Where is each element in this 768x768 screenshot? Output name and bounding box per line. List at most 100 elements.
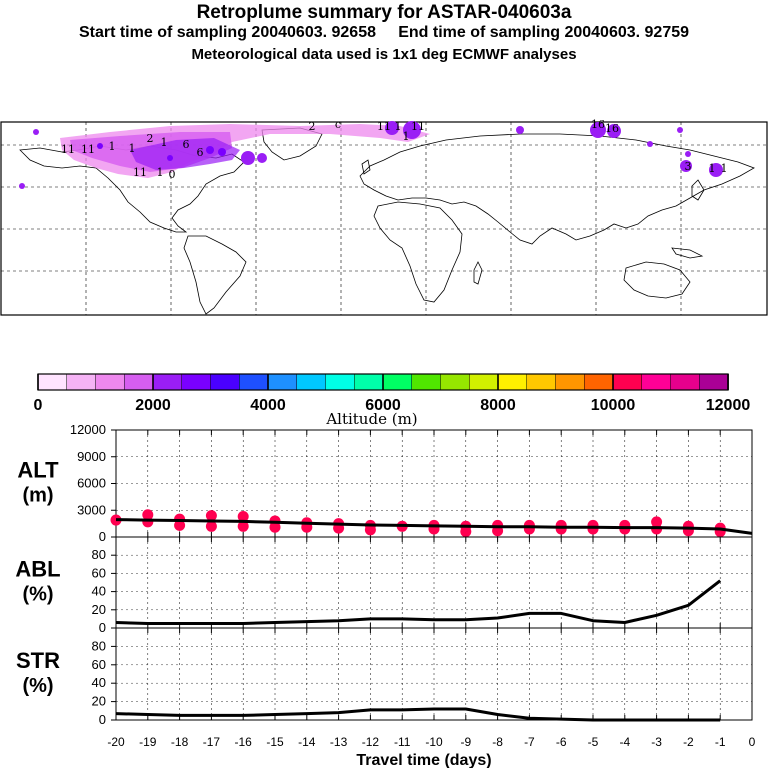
x-tick-label: -11	[394, 735, 411, 749]
plume-patches	[19, 121, 723, 189]
retroplume	[19, 121, 723, 189]
scatter-point	[205, 510, 217, 522]
y-tick-label: 40	[92, 675, 106, 690]
plume-label: 1	[403, 130, 410, 143]
europe-asia	[359, 133, 755, 245]
y-tick-label: 3000	[77, 502, 106, 517]
colorbar-tick-label: 10000	[591, 397, 636, 414]
series-line	[115, 707, 721, 722]
scatter-point	[523, 523, 535, 535]
x-tick-label: -9	[460, 735, 471, 749]
scatter-point	[555, 523, 567, 535]
x-tick-label: -18	[171, 735, 189, 749]
colorbar-cell	[152, 373, 183, 391]
y-tick-label: 20	[92, 694, 106, 709]
madagascar	[473, 261, 483, 285]
x-tick-label: -15	[266, 735, 284, 749]
colorbar-cell	[641, 373, 672, 391]
plume-label: 16	[605, 122, 619, 135]
japan	[691, 179, 705, 201]
colorbar-cell	[124, 373, 154, 391]
scatter-point	[237, 510, 249, 522]
new-guinea	[671, 247, 704, 259]
x-tick-label: -19	[139, 735, 157, 749]
panel-alt: 12000 9000 6000 3000 0 ALT(m)	[17, 422, 753, 544]
colorbar-tick-label: 12000	[706, 397, 751, 414]
y-tick-label: 0	[99, 529, 106, 544]
y-tick-label: 60	[92, 657, 106, 672]
colorbar-cell	[210, 373, 240, 391]
x-tick-label: -8	[492, 735, 503, 749]
plume-label: 3	[685, 160, 692, 173]
scatter-point	[364, 524, 376, 536]
colorbar-cell	[325, 373, 355, 391]
scatter-point	[587, 523, 599, 535]
plume-label: 1	[721, 162, 728, 175]
y-axis-unit: (%)	[22, 675, 53, 697]
series-line	[115, 579, 722, 625]
plume-label: 1	[395, 120, 402, 133]
plume-cores	[97, 143, 226, 161]
colorbar-cell	[497, 373, 528, 391]
altitude-colorbar: 0 2000 4000 6000 8000 10000 12000 Altitude (m)	[34, 373, 751, 428]
scatter-point	[174, 519, 186, 531]
colorbar-cell	[66, 373, 97, 391]
y-axis-unit: (%)	[22, 584, 53, 606]
y-tick-label: 80	[92, 547, 106, 562]
y-tick-label: 60	[92, 565, 106, 580]
plume-label: 2	[309, 120, 316, 133]
x-axis-label: Travel time (days)	[356, 752, 491, 768]
plume-label: 1	[129, 142, 136, 155]
south-america	[183, 235, 247, 315]
plume-label: 6	[197, 146, 204, 159]
plume-label: c	[335, 118, 341, 131]
x-tick-label: -7	[524, 735, 535, 749]
x-tick-label: 0	[749, 735, 756, 749]
colorbar-cell	[37, 373, 68, 391]
colorbar-cells	[37, 373, 729, 391]
x-tick-label: -4	[619, 735, 630, 749]
colorbar-cell	[354, 373, 384, 391]
x-tick-label: -17	[203, 735, 221, 749]
plume-label: 0	[169, 168, 176, 181]
colorbar-tick-label: 4000	[250, 397, 286, 414]
plume-label: 6	[183, 138, 190, 151]
x-tick-label: -16	[235, 735, 253, 749]
y-axis-unit: (m)	[22, 485, 53, 507]
colorbar-label: Altitude (m)	[325, 410, 417, 428]
colorbar-cell	[239, 373, 269, 391]
sampling-time: Start time of sampling 20040603. 92658 E…	[78, 24, 690, 41]
x-tick-label: -20	[107, 735, 125, 749]
x-tick-label: -12	[362, 735, 380, 749]
plume-label: 11	[133, 166, 147, 179]
colorbar-cell	[469, 373, 499, 391]
plume-label: 1	[109, 140, 116, 153]
colorbar-cell	[95, 373, 125, 391]
colorbar-tick-label: 2000	[135, 397, 171, 414]
colorbar-cell	[411, 373, 442, 391]
plume-label: 16	[591, 118, 605, 131]
y-axis-label: STR	[16, 648, 60, 673]
africa	[373, 201, 463, 303]
uk	[361, 159, 371, 175]
y-axis-label: ABL	[15, 557, 60, 582]
plume-label: 1	[157, 166, 164, 179]
colorbar-cell	[670, 373, 700, 391]
scatter-point	[237, 520, 249, 532]
plume-label: 11	[81, 143, 95, 156]
colorbar-cell	[555, 373, 585, 391]
met-data-note: Meteorological data used is 1x1 deg ECMW…	[191, 46, 577, 63]
y-tick-label: 0	[99, 712, 106, 727]
y-tick-label: 0	[99, 620, 106, 635]
plume-label: 11	[411, 120, 425, 133]
x-tick-label: -13	[330, 735, 348, 749]
plume-label: 2	[147, 132, 154, 145]
plume-label: 11	[377, 120, 391, 133]
colorbar-tick-label: 8000	[480, 397, 516, 414]
x-tick-label: -5	[588, 735, 599, 749]
colorbar-cell	[440, 373, 470, 391]
australia	[623, 261, 691, 299]
